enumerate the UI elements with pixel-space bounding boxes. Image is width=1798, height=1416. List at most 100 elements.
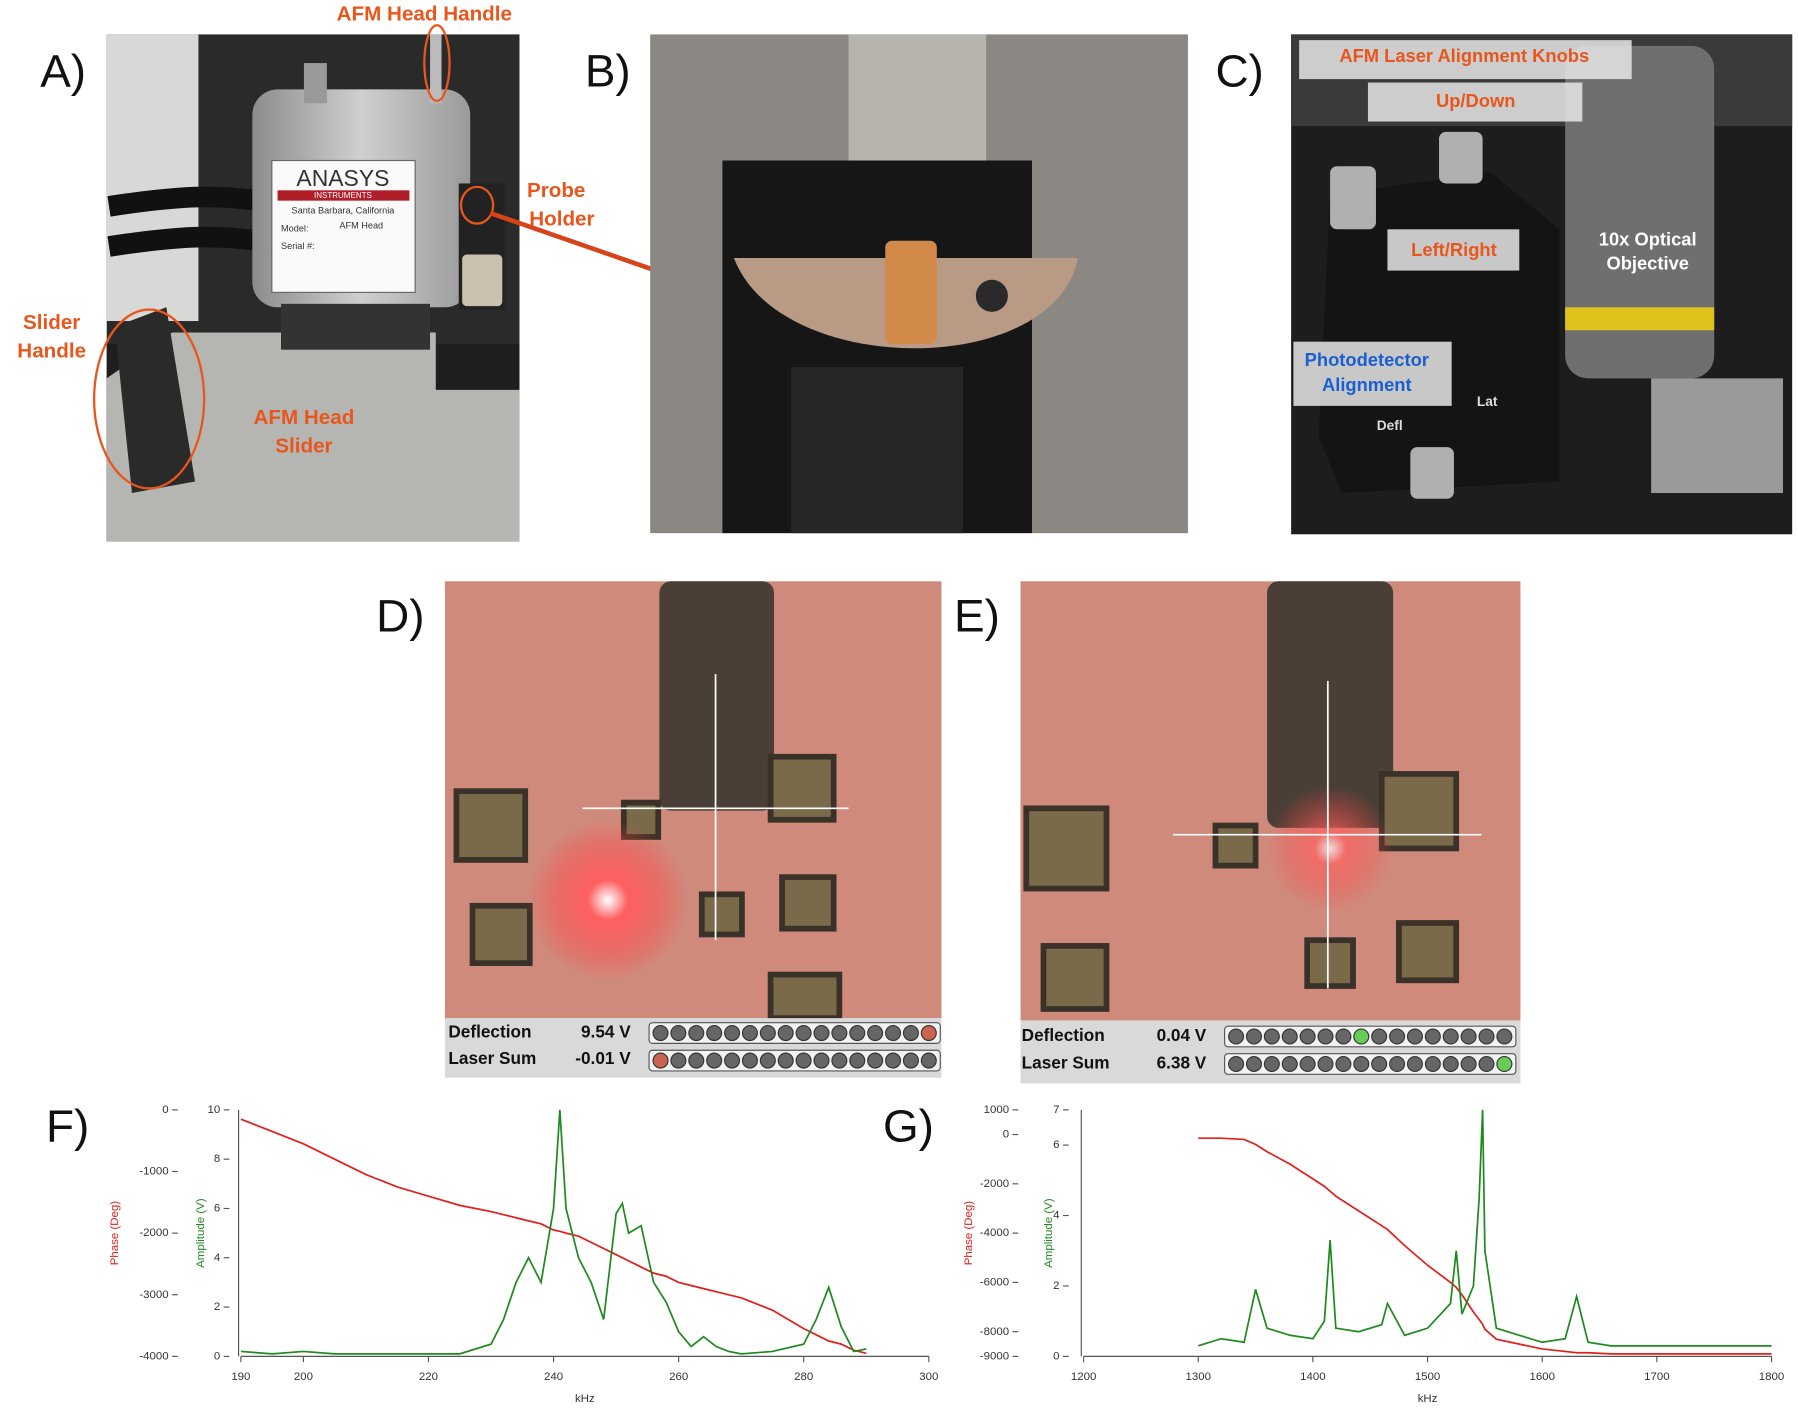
micrograph-d bbox=[444, 581, 942, 1022]
y2-tick-label: 10 bbox=[207, 1104, 220, 1116]
indicator-led bbox=[902, 1025, 919, 1042]
annotation: Probe bbox=[527, 179, 585, 202]
annotation: Up/Down bbox=[1436, 90, 1515, 111]
y-tick-label: -9000 bbox=[980, 1350, 1009, 1362]
y-tick-label: 1000 bbox=[984, 1104, 1009, 1116]
indicator-led bbox=[652, 1025, 669, 1042]
plate-text: ANASYS bbox=[296, 165, 389, 191]
readout-label: Deflection bbox=[1022, 1025, 1105, 1045]
indicator-led bbox=[706, 1025, 723, 1042]
annotation: Lat bbox=[1477, 394, 1498, 409]
indicator-led bbox=[706, 1052, 723, 1069]
annotation: Photodetector bbox=[1305, 349, 1429, 370]
indicator-led bbox=[1460, 1028, 1477, 1045]
readout-label: Laser Sum bbox=[448, 1048, 536, 1068]
annotation: 10x Optical bbox=[1599, 229, 1697, 250]
x-axis-label: kHz bbox=[1418, 1393, 1438, 1405]
indicator-led bbox=[1442, 1028, 1459, 1045]
x-tick-label: 300 bbox=[919, 1371, 938, 1383]
indicator-led bbox=[1406, 1028, 1423, 1045]
indicator-led bbox=[867, 1052, 884, 1069]
x-tick-label: 220 bbox=[419, 1371, 438, 1383]
indicator-led bbox=[1245, 1028, 1263, 1045]
data-line bbox=[240, 1109, 867, 1355]
indicator-led bbox=[831, 1052, 848, 1069]
readout-label: Laser Sum bbox=[1022, 1053, 1110, 1073]
indicator-led bbox=[688, 1025, 705, 1042]
indicator-led bbox=[1389, 1055, 1406, 1073]
indicator-led bbox=[885, 1052, 902, 1069]
y2-axis-label: Amplitude (V) bbox=[1043, 1198, 1055, 1268]
annotation: Objective bbox=[1606, 253, 1689, 274]
panel-label: G) bbox=[883, 1099, 934, 1151]
annotation: Alignment bbox=[1322, 374, 1412, 395]
indicator-led bbox=[1371, 1055, 1388, 1073]
indicator-led bbox=[1460, 1055, 1477, 1073]
y2-tick-label: 7 bbox=[1053, 1104, 1059, 1116]
y-tick-label: 0 bbox=[162, 1104, 168, 1116]
indicator-led bbox=[1317, 1028, 1334, 1045]
indicator-led bbox=[885, 1025, 902, 1042]
panel-label: D) bbox=[376, 589, 424, 641]
indicator-led bbox=[741, 1052, 758, 1069]
panel-label: E) bbox=[954, 589, 1000, 641]
data-line bbox=[1197, 1109, 1772, 1347]
indicator-led bbox=[777, 1052, 794, 1069]
plate-text: Model: bbox=[281, 224, 308, 234]
indicator-led bbox=[920, 1025, 937, 1042]
indicator-led bbox=[741, 1025, 758, 1042]
readout-value: 0.04 V bbox=[1157, 1025, 1207, 1045]
indicator-bar bbox=[648, 1022, 941, 1044]
y2-tick-label: 0 bbox=[214, 1350, 220, 1362]
indicator-led bbox=[759, 1025, 776, 1042]
panel-label: C) bbox=[1215, 45, 1263, 97]
plate-text: Santa Barbara, California bbox=[292, 205, 396, 215]
indicator-led bbox=[652, 1052, 669, 1069]
indicator-led bbox=[831, 1025, 848, 1042]
indicator-led bbox=[1406, 1055, 1423, 1073]
panel-label: F) bbox=[46, 1099, 89, 1151]
photo-b bbox=[650, 34, 1188, 534]
y-tick-label: -8000 bbox=[980, 1326, 1009, 1338]
indicator-led bbox=[1389, 1028, 1406, 1045]
x-tick-label: 260 bbox=[669, 1371, 688, 1383]
indicator-led bbox=[1263, 1055, 1280, 1073]
x-tick-label: 280 bbox=[794, 1371, 813, 1383]
annotation: Slider bbox=[275, 435, 332, 458]
y-tick-label: -1000 bbox=[139, 1166, 168, 1178]
y2-tick-label: 8 bbox=[214, 1153, 220, 1165]
x-tick-label: 190 bbox=[231, 1371, 250, 1383]
indicator-led bbox=[849, 1025, 866, 1042]
y-tick-label: -4000 bbox=[980, 1227, 1009, 1239]
indicator-led bbox=[813, 1025, 830, 1042]
indicator-led bbox=[1496, 1055, 1513, 1073]
x-tick-label: 1800 bbox=[1759, 1371, 1784, 1383]
readout-value: 6.38 V bbox=[1157, 1053, 1207, 1073]
annotation: Slider bbox=[23, 311, 80, 334]
indicator-led bbox=[1478, 1055, 1495, 1073]
annotation: Defl bbox=[1377, 418, 1403, 433]
indicator-led bbox=[795, 1025, 812, 1042]
y2-axis-label: Amplitude (V) bbox=[195, 1198, 207, 1268]
photo-c bbox=[1291, 34, 1793, 535]
x-tick-label: 1400 bbox=[1300, 1371, 1325, 1383]
indicator-led bbox=[1478, 1028, 1495, 1045]
indicator-led bbox=[849, 1052, 866, 1069]
y2-tick-label: 2 bbox=[214, 1301, 220, 1313]
indicator-led bbox=[1228, 1055, 1245, 1073]
annotation: AFM Head Handle bbox=[337, 2, 512, 25]
indicator-led bbox=[1424, 1028, 1441, 1045]
panel-label: B) bbox=[585, 45, 631, 97]
y-axis-label: Phase (Deg) bbox=[963, 1201, 975, 1265]
y-tick-label: -2000 bbox=[139, 1227, 168, 1239]
plate-text: INSTRUMENTS bbox=[314, 191, 372, 200]
indicator-led bbox=[1353, 1028, 1370, 1045]
indicator-led bbox=[1299, 1055, 1316, 1073]
annotation: Holder bbox=[529, 208, 594, 231]
x-tick-label: 1600 bbox=[1529, 1371, 1554, 1383]
y2-tick-label: 0 bbox=[1053, 1350, 1059, 1362]
indicator-led bbox=[1424, 1055, 1441, 1073]
data-line bbox=[240, 1118, 867, 1355]
indicator-led bbox=[867, 1025, 884, 1042]
